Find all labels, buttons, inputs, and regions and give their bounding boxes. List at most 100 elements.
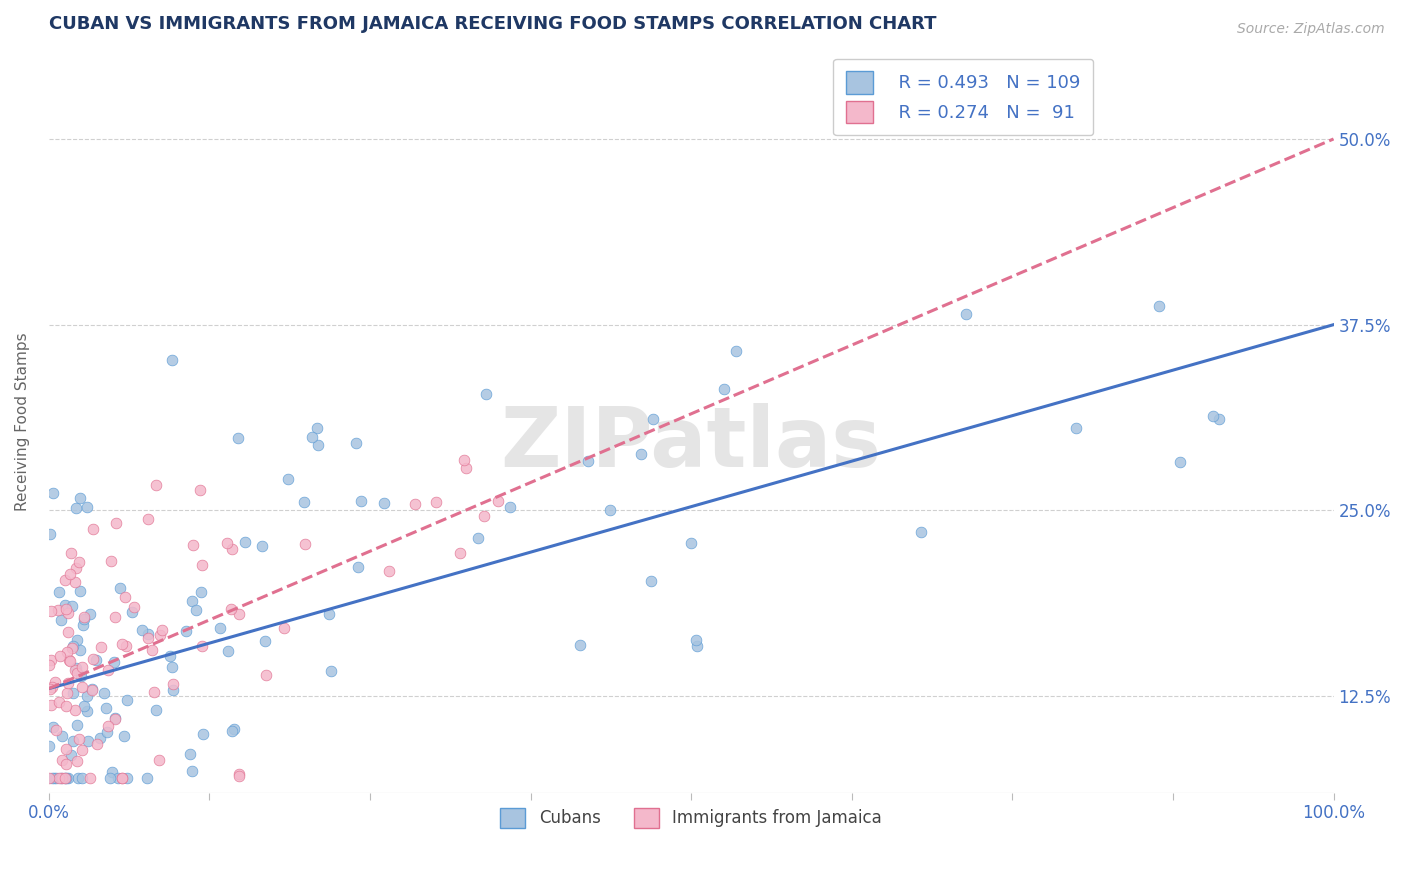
Point	[208, 621, 231, 635]
Point	[49, 613, 72, 627]
Point	[475, 387, 498, 401]
Point	[160, 353, 183, 368]
Point	[1066, 421, 1088, 435]
Point	[86, 737, 108, 751]
Point	[226, 431, 249, 445]
Point	[39, 653, 62, 667]
Point	[162, 677, 184, 691]
Point	[41, 485, 63, 500]
Point	[1202, 409, 1225, 423]
Point	[115, 771, 138, 785]
Point	[49, 771, 72, 785]
Point	[910, 525, 932, 540]
Point	[55, 699, 77, 714]
Point	[90, 640, 112, 655]
Point	[63, 574, 86, 589]
Point	[135, 771, 157, 785]
Point	[84, 653, 107, 667]
Point	[254, 634, 277, 648]
Point	[121, 605, 143, 619]
Point	[640, 574, 662, 588]
Point	[181, 538, 204, 552]
Point	[191, 558, 214, 573]
Point	[70, 680, 93, 694]
Point	[486, 493, 509, 508]
Point	[79, 607, 101, 621]
Point	[60, 748, 83, 763]
Point	[53, 599, 76, 613]
Point	[686, 639, 709, 653]
Point	[254, 668, 277, 682]
Point	[294, 537, 316, 551]
Point	[39, 681, 62, 696]
Point	[51, 729, 73, 743]
Point	[233, 534, 256, 549]
Point	[97, 719, 120, 733]
Point	[228, 769, 250, 783]
Point	[713, 382, 735, 396]
Point	[115, 639, 138, 653]
Point	[307, 421, 329, 435]
Point	[1147, 299, 1170, 313]
Point	[69, 643, 91, 657]
Point	[467, 532, 489, 546]
Point	[145, 703, 167, 717]
Point	[65, 560, 87, 574]
Point	[188, 483, 211, 497]
Point	[179, 747, 201, 761]
Point	[65, 661, 87, 675]
Point	[1208, 411, 1230, 425]
Point	[60, 640, 83, 655]
Point	[55, 602, 77, 616]
Point	[42, 771, 65, 785]
Point	[96, 724, 118, 739]
Point	[141, 643, 163, 657]
Point	[66, 666, 89, 681]
Point	[41, 771, 63, 785]
Point	[51, 771, 73, 785]
Point	[318, 607, 340, 622]
Point	[55, 771, 77, 785]
Point	[373, 496, 395, 510]
Point	[67, 771, 90, 785]
Point	[100, 554, 122, 568]
Point	[56, 771, 79, 785]
Point	[344, 435, 367, 450]
Point	[69, 491, 91, 505]
Point	[217, 644, 239, 658]
Text: CUBAN VS IMMIGRANTS FROM JAMAICA RECEIVING FOOD STAMPS CORRELATION CHART: CUBAN VS IMMIGRANTS FROM JAMAICA RECEIVI…	[49, 15, 936, 33]
Point	[136, 627, 159, 641]
Point	[76, 689, 98, 703]
Point	[724, 344, 747, 359]
Point	[101, 764, 124, 779]
Point	[62, 734, 84, 748]
Point	[39, 698, 62, 712]
Point	[378, 564, 401, 578]
Point	[641, 412, 664, 426]
Point	[149, 627, 172, 641]
Point	[41, 680, 63, 694]
Point	[73, 699, 96, 714]
Point	[319, 664, 342, 678]
Point	[66, 632, 89, 647]
Point	[105, 516, 128, 530]
Point	[630, 447, 652, 461]
Point	[159, 648, 181, 663]
Point	[82, 681, 104, 696]
Point	[104, 712, 127, 726]
Point	[53, 573, 76, 587]
Point	[79, 771, 101, 785]
Point	[221, 723, 243, 738]
Point	[103, 655, 125, 669]
Point	[82, 652, 104, 666]
Point	[70, 669, 93, 683]
Point	[45, 723, 67, 737]
Point	[82, 682, 104, 697]
Point	[681, 536, 703, 550]
Point	[350, 494, 373, 508]
Point	[569, 639, 592, 653]
Point	[56, 625, 79, 640]
Point	[93, 686, 115, 700]
Point	[191, 727, 214, 741]
Point	[347, 560, 370, 574]
